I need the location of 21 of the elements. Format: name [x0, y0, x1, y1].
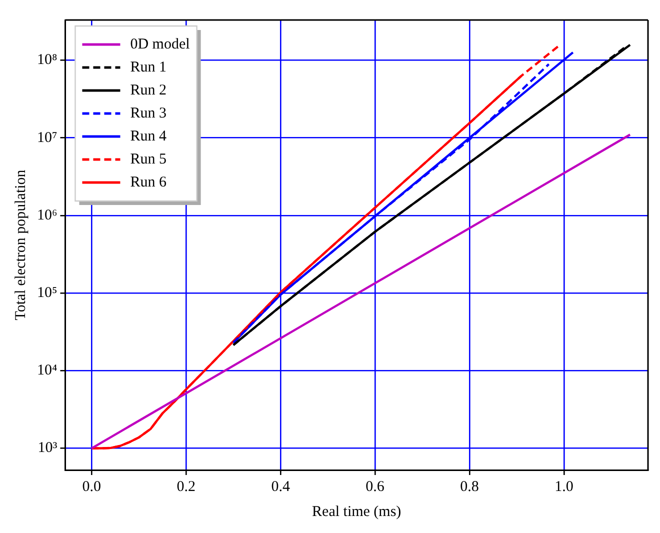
- y-tick-label: 10⁴: [36, 362, 58, 379]
- x-tick-label: 0.0: [82, 478, 102, 495]
- y-tick-label: 10⁷: [36, 130, 58, 146]
- y-axis-title: Total electron population: [12, 169, 29, 320]
- legend-label: Run 3: [130, 105, 166, 122]
- x-axis-title: Real time (ms): [312, 504, 402, 520]
- x-tick-label: 0.2: [176, 478, 196, 495]
- x-tick-label: 0.4: [271, 478, 290, 495]
- legend-label: Run 5: [130, 151, 166, 168]
- legend-label: Run 4: [130, 128, 167, 144]
- y-tick-label: 10⁵: [36, 285, 58, 302]
- legend-label: Run 2: [130, 82, 166, 98]
- y-tick-label: 10³: [38, 440, 58, 456]
- legend-label: 0D model: [130, 36, 190, 52]
- y-tick-label: 10⁶: [36, 207, 58, 224]
- x-tick-label: 1.0: [554, 478, 574, 495]
- x-tick-label: 0.6: [366, 478, 385, 495]
- x-tick-label: 0.8: [460, 478, 479, 495]
- legend-label: Run 1: [130, 59, 166, 76]
- legend-label: Run 6: [130, 174, 167, 190]
- y-tick-label: 10⁸: [36, 52, 58, 68]
